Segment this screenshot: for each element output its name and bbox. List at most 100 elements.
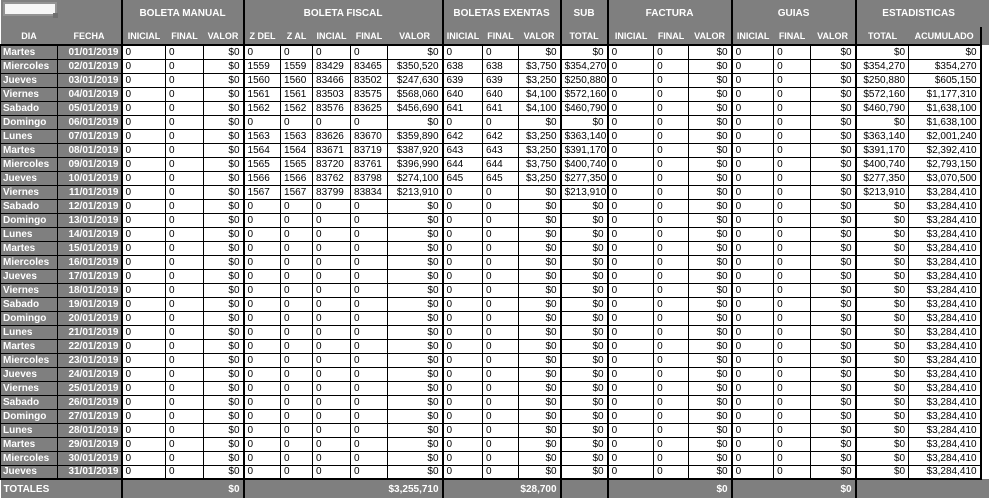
cell[interactable]: 1564 [280, 142, 314, 158]
cell[interactable]: 0 [773, 156, 812, 172]
cell[interactable]: $400,740 [855, 156, 910, 172]
cell[interactable]: $0 [810, 352, 857, 368]
cell[interactable]: $0 [518, 240, 562, 256]
cell[interactable]: 0 [653, 450, 690, 466]
cell[interactable]: 0 [442, 464, 484, 480]
cell[interactable]: $277,350 [855, 170, 910, 186]
cell[interactable]: 0 [243, 254, 282, 270]
cell[interactable]: $0 [202, 268, 245, 284]
cell[interactable]: 0 [165, 128, 204, 144]
cell[interactable]: $4,100 [518, 100, 562, 116]
cell[interactable]: 83625 [350, 100, 389, 116]
cell[interactable]: $247,630 [387, 72, 444, 88]
cell[interactable]: $0 [688, 58, 733, 74]
cell[interactable]: $0 [560, 114, 609, 130]
drawing-object[interactable] [3, 2, 58, 18]
cell[interactable]: 83761 [350, 156, 389, 172]
cell[interactable]: 645 [482, 170, 520, 186]
cell[interactable]: $0 [518, 338, 562, 354]
cell[interactable]: 641 [442, 100, 484, 116]
cell[interactable]: 0 [165, 226, 204, 242]
totals-cell[interactable] [560, 478, 609, 498]
cell[interactable]: 0 [653, 422, 690, 438]
cell[interactable]: $396,990 [387, 156, 444, 172]
cell[interactable]: 1565 [243, 156, 282, 172]
cell[interactable]: 0 [773, 72, 812, 88]
cell[interactable]: 0 [773, 450, 812, 466]
cell[interactable]: 0 [653, 394, 690, 410]
cell[interactable]: $0 [810, 100, 857, 116]
cell[interactable]: 0 [165, 240, 204, 256]
cell[interactable]: 0 [482, 422, 520, 438]
cell[interactable]: $3,284,410 [908, 226, 982, 242]
cell[interactable]: 0 [121, 198, 166, 214]
cell[interactable]: 0 [121, 268, 166, 284]
cell[interactable]: 0 [121, 338, 166, 354]
cell[interactable]: 0 [243, 380, 282, 396]
cell[interactable]: 0 [312, 366, 352, 382]
cell[interactable]: 0 [165, 114, 204, 130]
cell[interactable]: $0 [518, 198, 562, 214]
cell[interactable]: 638 [482, 58, 520, 74]
cell[interactable]: 0 [165, 254, 204, 270]
cell[interactable]: 0 [350, 450, 389, 466]
cell[interactable]: 0 [121, 142, 166, 158]
cell[interactable]: 0 [165, 184, 204, 200]
cell[interactable]: 0 [773, 170, 812, 186]
cell[interactable]: $0 [202, 240, 245, 256]
cell[interactable]: 0 [280, 408, 314, 424]
cell[interactable]: $0 [855, 114, 910, 130]
cell[interactable]: 0 [165, 282, 204, 298]
cell-date[interactable]: 12/01/2019 [57, 198, 123, 214]
cell[interactable]: 0 [731, 324, 775, 340]
cell[interactable]: 0 [653, 254, 690, 270]
cell[interactable]: $0 [688, 436, 733, 452]
cell-day[interactable]: Lunes [0, 226, 58, 242]
cell[interactable]: 0 [243, 310, 282, 326]
cell[interactable]: $0 [202, 282, 245, 298]
cell[interactable]: 0 [482, 464, 520, 480]
cell-date[interactable]: 04/01/2019 [57, 86, 123, 102]
cell[interactable]: $0 [387, 394, 444, 410]
cell[interactable]: 0 [442, 184, 484, 200]
cell[interactable]: 0 [773, 408, 812, 424]
cell[interactable]: $363,140 [855, 128, 910, 144]
cell[interactable]: 0 [121, 44, 166, 60]
cell[interactable]: 0 [607, 100, 655, 116]
cell[interactable]: 0 [607, 240, 655, 256]
cell[interactable]: 0 [350, 324, 389, 340]
cell[interactable]: $0 [560, 198, 609, 214]
cell[interactable]: 0 [442, 450, 484, 466]
cell[interactable]: $0 [518, 394, 562, 410]
cell[interactable]: 0 [243, 212, 282, 228]
resize-handle[interactable] [53, 13, 58, 18]
cell[interactable]: 0 [121, 324, 166, 340]
cell[interactable]: 642 [442, 128, 484, 144]
cell[interactable]: 0 [731, 128, 775, 144]
cell[interactable]: 0 [731, 198, 775, 214]
cell[interactable]: 0 [731, 184, 775, 200]
cell[interactable]: 0 [442, 114, 484, 130]
cell[interactable]: $3,284,410 [908, 394, 982, 410]
cell[interactable]: $0 [202, 226, 245, 242]
cell[interactable]: 83575 [350, 86, 389, 102]
cell[interactable]: 0 [312, 268, 352, 284]
cell[interactable]: 0 [121, 394, 166, 410]
cell[interactable]: 639 [442, 72, 484, 88]
cell[interactable]: 0 [442, 212, 484, 228]
cell[interactable]: $0 [810, 184, 857, 200]
cell[interactable]: 0 [165, 156, 204, 172]
cell[interactable]: $0 [688, 254, 733, 270]
cell-date[interactable]: 14/01/2019 [57, 226, 123, 242]
cell[interactable]: 0 [773, 436, 812, 452]
cell[interactable]: 0 [121, 352, 166, 368]
cell[interactable]: $0 [387, 436, 444, 452]
cell[interactable]: $0 [688, 366, 733, 382]
cell[interactable]: 0 [653, 44, 690, 60]
cell[interactable]: $4,100 [518, 86, 562, 102]
cell[interactable]: $0 [855, 436, 910, 452]
cell[interactable]: 0 [165, 86, 204, 102]
cell[interactable]: 0 [121, 58, 166, 74]
cell[interactable]: $0 [688, 296, 733, 312]
cell[interactable]: 0 [280, 198, 314, 214]
